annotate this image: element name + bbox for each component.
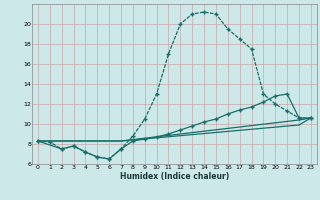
- X-axis label: Humidex (Indice chaleur): Humidex (Indice chaleur): [120, 172, 229, 181]
